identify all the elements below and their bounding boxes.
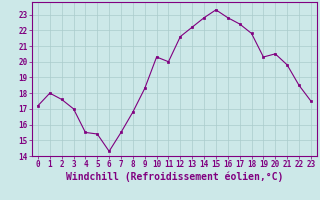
X-axis label: Windchill (Refroidissement éolien,°C): Windchill (Refroidissement éolien,°C) [66, 172, 283, 182]
